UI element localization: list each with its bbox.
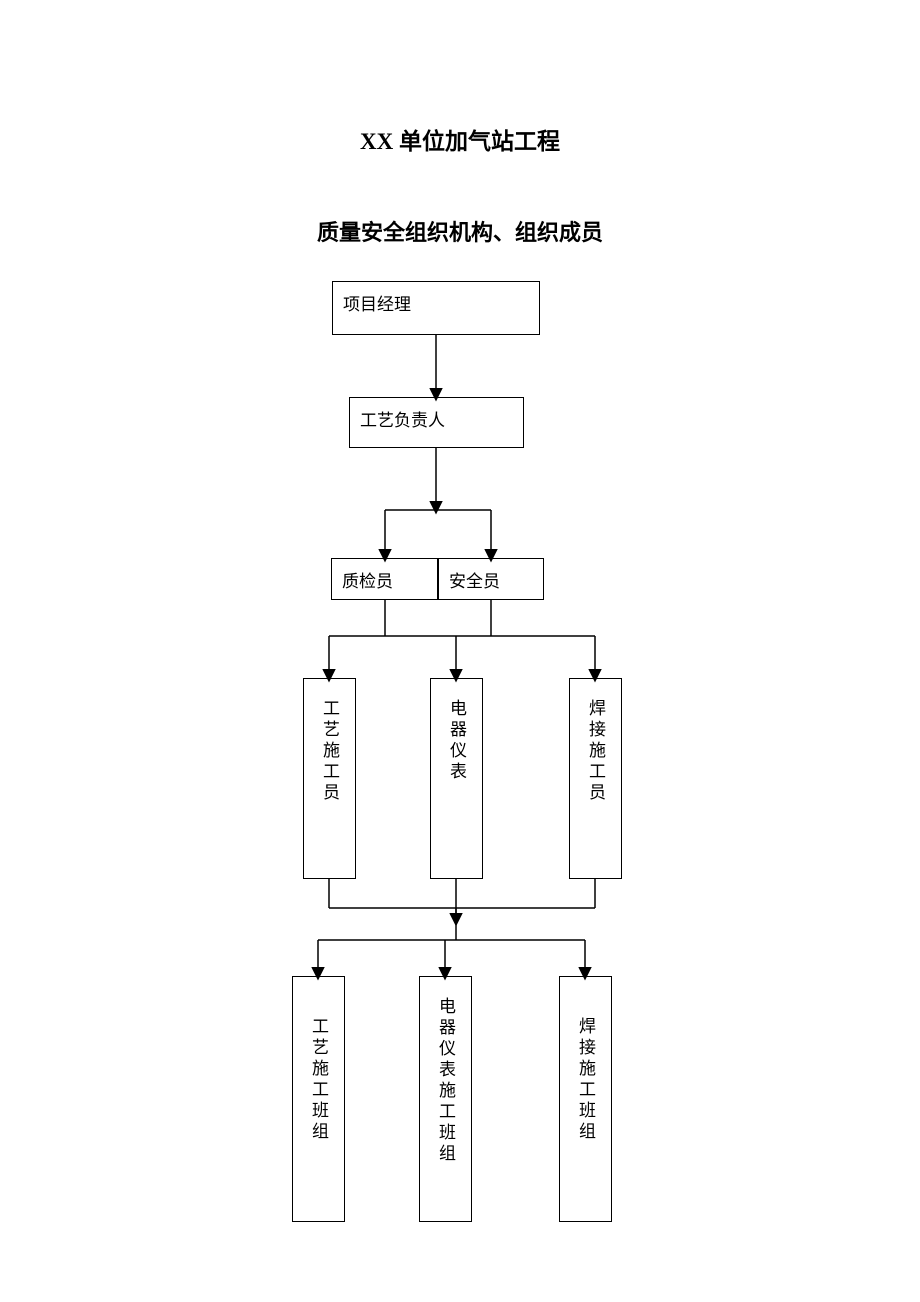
node-label: 焊接施工班组 (573, 1017, 598, 1143)
node-qc-inspector: 质检员 (331, 558, 438, 600)
node-welding-team: 焊接施工班组 (559, 976, 612, 1222)
node-label: 电器仪表施工班组 (433, 997, 458, 1165)
node-label: 工艺施工班组 (306, 1017, 331, 1143)
node-process-team: 工艺施工班组 (292, 976, 345, 1222)
node-safety-officer: 安全员 (438, 558, 544, 600)
node-label: 工艺负责人 (360, 406, 445, 431)
main-title: XX 单位加气站工程 (0, 122, 920, 156)
sub-title: 质量安全组织机构、组织成员 (0, 215, 920, 247)
node-label: 电器仪表 (444, 699, 469, 783)
node-welding-worker: 焊接施工员 (569, 678, 622, 879)
org-chart-page: XX 单位加气站工程 质量安全组织机构、组织成员 项目经理 工艺负责人 质检员 … (0, 0, 920, 1302)
node-label: 焊接施工员 (583, 699, 608, 804)
node-electrical-team: 电器仪表施工班组 (419, 976, 472, 1222)
node-project-manager: 项目经理 (332, 281, 540, 335)
node-process-lead: 工艺负责人 (349, 397, 524, 448)
node-label: 工艺施工员 (317, 699, 342, 804)
node-process-worker: 工艺施工员 (303, 678, 356, 879)
node-label: 质检员 (342, 567, 393, 592)
node-label: 安全员 (449, 567, 500, 592)
node-label: 项目经理 (343, 290, 411, 315)
node-electrical-instrument: 电器仪表 (430, 678, 483, 879)
